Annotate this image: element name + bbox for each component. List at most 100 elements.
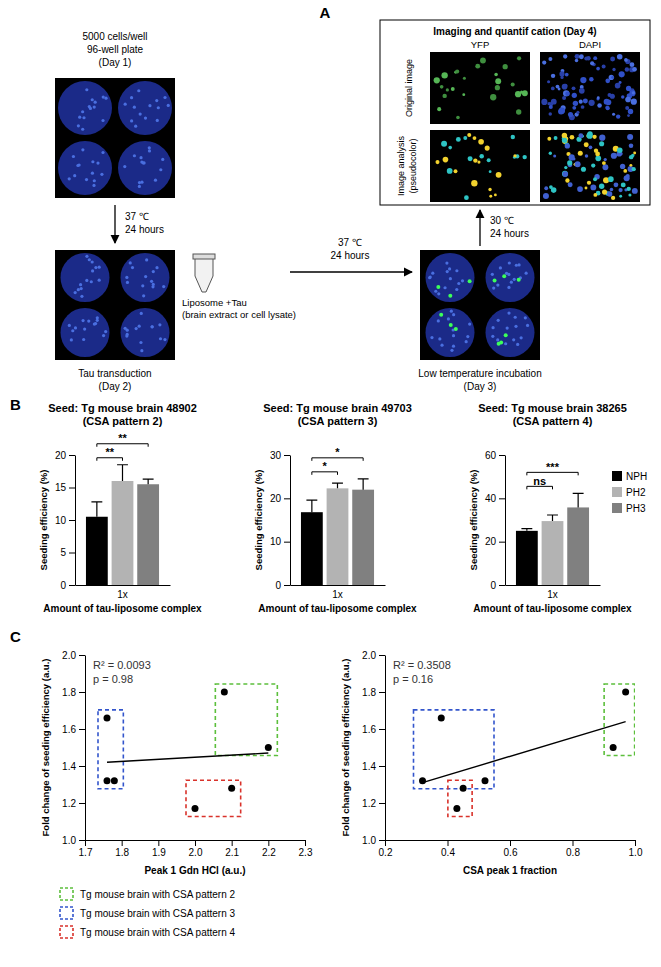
annotation: R² = 0.0093 [93, 659, 151, 671]
tick-mark [284, 455, 290, 456]
cell [525, 272, 528, 275]
cell [515, 264, 518, 267]
error-bar [91, 502, 102, 517]
cell [585, 154, 588, 157]
cell [619, 195, 622, 198]
image-background [430, 52, 530, 124]
tick: 1.8 [362, 687, 385, 698]
cell [631, 99, 637, 105]
annotation: p = 0.16 [393, 673, 433, 685]
cell [135, 327, 138, 330]
cell [623, 169, 627, 173]
panel-letter: C [10, 628, 21, 645]
bar-chart: 01020301x**Seed: Tg mouse brain 49703(CS… [253, 402, 417, 614]
cell [456, 137, 461, 142]
cell [511, 135, 515, 139]
cell [138, 185, 141, 188]
cell [446, 88, 449, 91]
axis-title: Fold change of seeding efficiency (a.u.) [40, 659, 51, 837]
legend: Tg mouse brain with CSA pattern 2Tg mous… [60, 888, 236, 938]
axis: 05101520 [55, 450, 76, 591]
cell [625, 97, 631, 103]
error-bar [306, 500, 317, 512]
tick-label: 0.4 [441, 847, 455, 858]
cell [602, 164, 608, 170]
chart-subtitle: (CSA pattern 4) [513, 415, 593, 427]
cell [124, 103, 127, 106]
cell [580, 77, 586, 83]
cell [148, 146, 151, 149]
tick: 0.8 [566, 840, 580, 858]
bar [86, 517, 108, 585]
tick-label: 2.2 [262, 847, 276, 858]
tick-mark [69, 455, 75, 456]
tick-label: 2.3 [299, 847, 313, 858]
cell [440, 85, 444, 89]
cell [551, 74, 555, 78]
cell [595, 155, 601, 161]
cell [489, 170, 492, 173]
cell [604, 158, 607, 161]
cell [551, 87, 555, 91]
cell [508, 261, 511, 264]
cell [155, 266, 158, 269]
tick: 1.7 [79, 840, 93, 858]
well [426, 253, 475, 302]
tick-mark [379, 766, 385, 767]
cell [441, 141, 447, 147]
cell [457, 282, 460, 285]
cell [449, 323, 453, 327]
axis: 1.71.81.92.02.12.22.3 [79, 840, 313, 858]
cell [591, 163, 595, 167]
well [486, 308, 535, 357]
well [58, 141, 112, 195]
cell [133, 106, 136, 109]
label: (pseudocolor) [408, 138, 418, 193]
cell [449, 277, 452, 280]
cell [464, 195, 469, 200]
legend-swatch [60, 888, 73, 900]
tick: 1.2 [362, 798, 385, 809]
axis-title: Amount of tau-liposome complex [43, 603, 202, 614]
tick-mark [79, 803, 85, 804]
cell [514, 325, 517, 328]
tick: 2.1 [225, 840, 239, 858]
cell [627, 114, 630, 117]
cell [455, 69, 459, 73]
cell [96, 316, 99, 319]
cell [102, 95, 105, 98]
axis-line [385, 656, 386, 841]
label: Low temperature incubation [418, 368, 541, 379]
axis-line [506, 585, 601, 586]
cell [167, 104, 170, 107]
point [228, 785, 235, 792]
cell [517, 278, 521, 282]
tick-mark [69, 585, 75, 586]
label: 5000 cells/well [82, 31, 147, 42]
error-bar [573, 493, 584, 507]
cell [526, 324, 529, 327]
legend-swatch [60, 907, 73, 919]
group-box [604, 684, 635, 756]
cell [455, 269, 458, 272]
cell [429, 275, 432, 278]
cell [593, 177, 597, 181]
cell [567, 160, 572, 165]
cell [142, 161, 145, 164]
axis: 1x [506, 585, 601, 600]
plate-background [55, 78, 175, 198]
cell [612, 113, 615, 116]
bar [542, 521, 564, 585]
tick-label: 20 [55, 450, 67, 461]
well [121, 308, 170, 357]
cell [101, 151, 104, 154]
cell [74, 326, 77, 329]
cell [570, 135, 575, 140]
tick: 5 [60, 547, 75, 558]
tick: 1x [332, 585, 343, 600]
figure: ABC5000 cells/well96-well plate(Day 1)37… [0, 0, 661, 967]
bar [352, 490, 374, 585]
well [121, 253, 170, 302]
cell [71, 329, 74, 332]
tick-mark [284, 585, 290, 586]
